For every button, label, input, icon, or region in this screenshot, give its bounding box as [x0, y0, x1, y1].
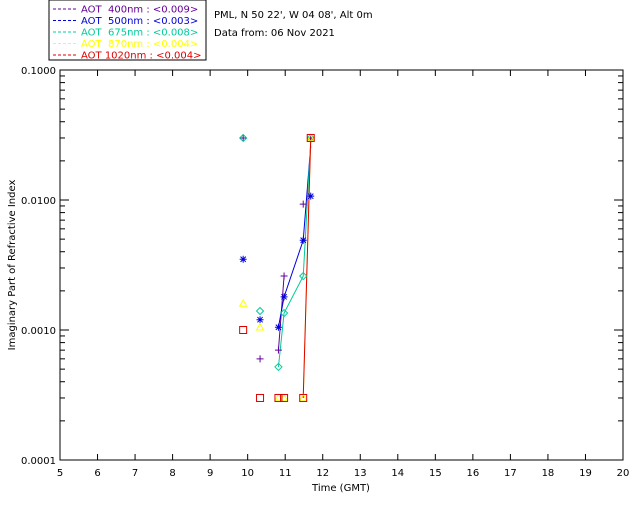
- series-line-4: [302, 137, 312, 398]
- diamond-marker: [255, 306, 265, 316]
- diamond-marker: [299, 271, 308, 281]
- y-tick-label: 0.0100: [21, 196, 56, 207]
- y-tick-label: 0.1000: [21, 66, 56, 77]
- series-lines: [277, 137, 312, 398]
- triangle-marker: [238, 298, 248, 307]
- x-tick-label: 9: [207, 468, 213, 479]
- legend-label-2: AOT 675nm : <0.008>: [81, 28, 198, 39]
- x-tick-label: 10: [241, 468, 254, 479]
- y-tick-label: 0.0001: [21, 456, 56, 467]
- x-tick-label: 20: [617, 468, 630, 479]
- star-marker: [274, 323, 282, 331]
- diamond-marker: [274, 362, 283, 372]
- series-line-2: [277, 141, 312, 367]
- series-markers: [238, 133, 316, 402]
- legend-label-1: AOT 500nm : <0.003>: [81, 16, 198, 27]
- date-info: Data from: 06 Nov 2021: [214, 28, 335, 39]
- x-tick-label: 8: [169, 468, 175, 479]
- x-tick-label: 13: [354, 468, 367, 479]
- plus-marker: [239, 134, 247, 142]
- x-tick-label: 17: [504, 468, 517, 479]
- x-tick-label: 6: [94, 468, 100, 479]
- x-axis: 5 6 7 8 9 10 11 12 13 14 15 16 17 18 19 20: [57, 70, 630, 479]
- diamond-marker: [279, 308, 289, 318]
- plus-marker: [299, 200, 307, 208]
- info-block: PML, N 50 22', W 04 08', Alt 0m Data fro…: [214, 10, 373, 39]
- x-tick-label: 18: [542, 468, 555, 479]
- x-tick-label: 16: [466, 468, 479, 479]
- plus-marker: [256, 355, 264, 363]
- plus-marker: [280, 272, 288, 280]
- legend-label-0: AOT 400nm : <0.009>: [81, 5, 198, 16]
- x-tick-label: 7: [132, 468, 138, 479]
- site-info: PML, N 50 22', W 04 08', Alt 0m: [214, 10, 373, 21]
- y-tick-label: 0.0010: [21, 326, 56, 337]
- square-marker: [256, 393, 265, 402]
- plot-frame: [59, 69, 624, 461]
- triangle-marker: [255, 322, 265, 331]
- x-tick-label: 14: [391, 468, 404, 479]
- square-marker: [239, 326, 248, 334]
- x-tick-label: 12: [316, 468, 329, 479]
- legend-label-3: AOT 870nm : <0.004>: [81, 39, 198, 50]
- triangle-marker: [298, 393, 308, 402]
- triangle-marker: [306, 133, 316, 142]
- series-markers-2: [238, 133, 315, 372]
- x-tick-label: 11: [279, 468, 292, 479]
- square-marker: [280, 393, 289, 402]
- series-markers-1: [239, 192, 315, 331]
- y-axis-label: Imaginary Part of Refractive Index: [7, 180, 18, 351]
- diamond-marker: [238, 133, 248, 143]
- star-marker: [307, 192, 315, 200]
- star-marker: [299, 236, 307, 244]
- square-marker: [299, 393, 308, 402]
- plus-marker: [274, 346, 282, 354]
- x-axis-label: Time (GMT): [311, 483, 370, 494]
- x-tick-label: 5: [57, 468, 63, 479]
- legend-box: [48, 0, 207, 61]
- star-marker: [256, 316, 264, 324]
- y-axis: 0.0001 0.0010 0.0100 0.1000: [21, 66, 623, 467]
- series-markers-4: [239, 133, 315, 402]
- x-tick-label: 15: [429, 468, 442, 479]
- series-markers-3: [238, 133, 316, 402]
- square-marker: [306, 133, 315, 142]
- x-tick-label: 19: [579, 468, 592, 479]
- legend: AOT 400nm : <0.009>AOT 500nm : <0.003>AO…: [48, 0, 207, 62]
- legend-label-4: AOT 1020nm : <0.004>: [81, 51, 201, 62]
- star-marker: [239, 255, 247, 263]
- square-marker: [274, 393, 283, 402]
- star-marker: [280, 293, 288, 301]
